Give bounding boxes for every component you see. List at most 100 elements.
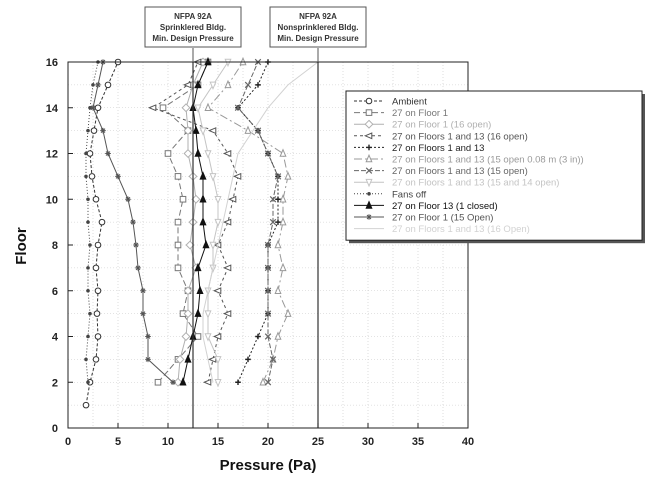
x-tick-label: 40 [462, 436, 474, 448]
data-point [88, 173, 96, 180]
series-line [207, 61, 289, 383]
data-point [192, 125, 200, 134]
data-point [264, 241, 272, 249]
y-tick-label: 14 [46, 103, 59, 115]
data-point [274, 331, 282, 340]
legend-entry: 27 on Floors 1 and 13 (15 open 0.08 m (3… [354, 153, 584, 166]
data-point [194, 104, 202, 113]
series-group [204, 56, 292, 386]
data-point [212, 287, 222, 295]
data-point [365, 167, 373, 174]
data-point [204, 310, 212, 319]
data-point [91, 83, 95, 87]
data-point [147, 104, 157, 112]
data-point [274, 239, 282, 249]
data-point [264, 150, 272, 157]
legend-label: 27 on Floor 13 (1 closed) [392, 201, 498, 212]
data-point [269, 196, 277, 203]
x-tick-label: 15 [212, 436, 224, 448]
legend-label: Ambient [392, 97, 427, 108]
data-point [255, 333, 261, 340]
data-point [366, 144, 372, 151]
y-tick-label: 6 [52, 286, 58, 298]
data-point [227, 195, 237, 203]
data-point [264, 287, 272, 294]
data-point [209, 81, 217, 90]
data-point [202, 239, 210, 249]
callout-label: Min. Design Pressure [152, 34, 234, 43]
data-point [234, 104, 242, 111]
series-line [202, 61, 319, 383]
series-layer [82, 56, 319, 409]
data-point [194, 333, 202, 340]
data-point [365, 153, 373, 163]
data-point [90, 104, 96, 111]
data-point [92, 356, 100, 363]
series-line [85, 61, 119, 406]
legend-label: 27 on Floors 1 and 13 (15 open) [392, 166, 528, 177]
data-point [365, 109, 373, 116]
data-point [274, 173, 282, 180]
data-point [184, 354, 192, 363]
legend-label: Fans off [392, 189, 427, 200]
x-tick-label: 5 [115, 436, 121, 448]
data-point [199, 194, 207, 203]
data-point [86, 380, 90, 385]
data-point [98, 218, 106, 226]
y-tick-label: 4 [52, 332, 59, 344]
series-group [84, 60, 100, 385]
legend-entry: 27 on Floors 1 and 13 (15 open) [354, 166, 528, 177]
data-point [214, 378, 222, 388]
data-point [94, 333, 102, 340]
data-point [279, 194, 287, 203]
y-tick-label: 10 [46, 194, 58, 206]
y-tick-label: 16 [46, 57, 58, 69]
data-point [86, 220, 90, 224]
data-point [204, 102, 212, 112]
data-point [269, 218, 277, 226]
data-point [174, 241, 182, 249]
data-point [222, 310, 232, 318]
data-point [86, 150, 94, 157]
data-point [204, 333, 212, 342]
data-point [259, 377, 267, 386]
data-point [194, 262, 202, 272]
data-point [145, 356, 151, 363]
data-point [214, 356, 222, 365]
data-point [84, 174, 88, 179]
data-point [140, 287, 146, 294]
data-point [159, 104, 167, 112]
legend-label: 27 on Floor 1 [392, 108, 448, 119]
data-point [222, 264, 232, 272]
data-point [90, 127, 98, 134]
data-point [145, 333, 151, 340]
data-point [133, 242, 139, 248]
data-point [365, 200, 373, 209]
data-point [100, 127, 106, 134]
legend-label: 27 on Floors 1 and 13 (15 open 0.08 m (3… [392, 155, 584, 166]
data-point [275, 196, 281, 203]
data-point [214, 218, 222, 228]
data-point [365, 97, 373, 105]
data-point [269, 356, 277, 363]
data-point [244, 81, 252, 89]
data-point [279, 262, 287, 272]
x-axis-title: Pressure (Pa) [220, 457, 317, 474]
callout-label: NFPA 92A [174, 12, 212, 21]
data-point [182, 81, 192, 89]
data-point [275, 219, 281, 225]
data-point [179, 195, 187, 203]
data-point [104, 81, 112, 89]
data-point [255, 82, 261, 88]
data-point [183, 126, 193, 136]
data-point [84, 357, 88, 362]
series-group [147, 58, 242, 386]
data-point [174, 173, 182, 180]
callout-label: Min. Design Pressure [277, 34, 359, 43]
data-point [222, 218, 232, 226]
data-point [363, 132, 373, 140]
data-point [209, 241, 217, 251]
data-point [86, 334, 90, 339]
